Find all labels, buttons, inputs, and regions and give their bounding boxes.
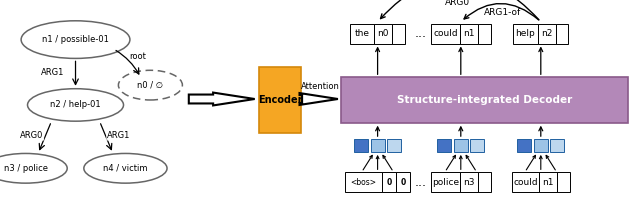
Ellipse shape: [84, 153, 167, 183]
FancyBboxPatch shape: [431, 172, 460, 192]
Polygon shape: [189, 93, 255, 105]
Text: ARG1: ARG1: [107, 131, 130, 140]
FancyBboxPatch shape: [557, 172, 570, 192]
FancyBboxPatch shape: [437, 139, 451, 152]
Ellipse shape: [21, 21, 130, 58]
Ellipse shape: [28, 89, 124, 121]
Text: ...: ...: [415, 176, 427, 189]
FancyBboxPatch shape: [382, 172, 396, 192]
FancyBboxPatch shape: [374, 24, 392, 44]
Text: n0: n0: [378, 29, 389, 38]
FancyBboxPatch shape: [478, 172, 491, 192]
Text: ARG0: ARG0: [20, 131, 44, 140]
FancyBboxPatch shape: [431, 24, 460, 44]
FancyBboxPatch shape: [259, 67, 301, 133]
Text: n4 / victim: n4 / victim: [103, 164, 148, 173]
Text: n1: n1: [463, 29, 475, 38]
Text: n0 / ∅: n0 / ∅: [138, 81, 163, 90]
FancyBboxPatch shape: [460, 24, 478, 44]
Text: help: help: [516, 29, 535, 38]
FancyBboxPatch shape: [387, 139, 401, 152]
FancyBboxPatch shape: [538, 24, 556, 44]
Text: <bos>: <bos>: [351, 178, 376, 187]
FancyBboxPatch shape: [556, 24, 568, 44]
FancyBboxPatch shape: [512, 172, 539, 192]
Text: n2 / help-01: n2 / help-01: [50, 100, 101, 109]
FancyBboxPatch shape: [460, 172, 478, 192]
Text: ...: ...: [415, 27, 427, 40]
FancyBboxPatch shape: [517, 139, 531, 152]
Ellipse shape: [118, 70, 182, 100]
FancyBboxPatch shape: [392, 24, 405, 44]
FancyBboxPatch shape: [478, 24, 491, 44]
FancyBboxPatch shape: [470, 139, 484, 152]
Text: n1: n1: [542, 178, 554, 187]
Polygon shape: [300, 93, 338, 105]
Text: could: could: [433, 29, 458, 38]
Text: ARG1: ARG1: [41, 68, 64, 77]
Text: police: police: [432, 178, 459, 187]
Text: n1 / possible-01: n1 / possible-01: [42, 35, 109, 44]
FancyBboxPatch shape: [396, 172, 410, 192]
Text: n3: n3: [463, 178, 475, 187]
Text: n2: n2: [541, 29, 552, 38]
Text: could: could: [513, 178, 538, 187]
FancyBboxPatch shape: [513, 24, 538, 44]
FancyBboxPatch shape: [539, 172, 557, 192]
Text: n3 / police: n3 / police: [4, 164, 47, 173]
Text: ARG0: ARG0: [445, 0, 470, 8]
FancyBboxPatch shape: [454, 139, 468, 152]
Text: 0: 0: [401, 178, 406, 187]
FancyBboxPatch shape: [341, 77, 628, 123]
Text: the: the: [355, 29, 370, 38]
FancyBboxPatch shape: [371, 139, 385, 152]
FancyBboxPatch shape: [354, 139, 368, 152]
FancyBboxPatch shape: [550, 139, 564, 152]
FancyBboxPatch shape: [345, 172, 382, 192]
Text: Structure-integrated Decoder: Structure-integrated Decoder: [397, 95, 572, 105]
FancyBboxPatch shape: [350, 24, 374, 44]
Text: root: root: [129, 52, 146, 61]
Text: 0: 0: [387, 178, 392, 187]
Text: Encoder: Encoder: [258, 95, 302, 105]
Text: ARG1-of: ARG1-of: [484, 8, 521, 17]
FancyBboxPatch shape: [534, 139, 548, 152]
Ellipse shape: [0, 153, 67, 183]
Text: Attention: Attention: [301, 82, 339, 91]
